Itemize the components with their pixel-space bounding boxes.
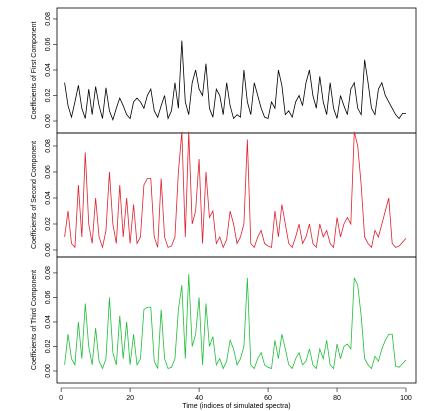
y-tick-label: 0.08 (45, 12, 52, 26)
x-tick-label: 100 (400, 395, 412, 402)
panel-frame (56, 256, 417, 384)
y-tick-label: 0.04 (45, 315, 52, 329)
x-axis-label: Time (indices of simulated spectra) (182, 403, 290, 410)
y-tick-label: 0.00 (45, 364, 52, 378)
y-tick-label: 0.00 (45, 114, 52, 128)
y-tick-label: 0.06 (45, 38, 52, 52)
x-tick-label: 60 (264, 395, 272, 402)
y-tick-label: 0.02 (45, 340, 52, 354)
x-tick-label: 80 (333, 395, 341, 402)
y-tick-label: 0.06 (45, 165, 52, 179)
data-line (64, 274, 407, 370)
y-tick-label: 0.06 (45, 291, 52, 305)
data-line (64, 40, 406, 121)
y-tick-label: 0.02 (45, 89, 52, 103)
x-tick-label: 0 (59, 395, 63, 402)
y-axis-label: Coefficients of Third Component (31, 270, 38, 370)
y-tick-label: 0.04 (45, 63, 52, 77)
y-tick-label: 0.00 (45, 243, 52, 257)
y-tick-label: 0.04 (45, 191, 52, 205)
y-axis-label: Coefficients of Second Component (31, 141, 38, 249)
x-tick-label: 20 (126, 395, 134, 402)
y-tick-label: 0.08 (45, 139, 52, 153)
y-tick-label: 0.02 (45, 217, 52, 231)
x-tick-label: 40 (195, 395, 203, 402)
y-axis-label: Coefficients of First Component (31, 21, 38, 119)
y-tick-label: 0.08 (45, 266, 52, 280)
data-line (64, 131, 407, 249)
